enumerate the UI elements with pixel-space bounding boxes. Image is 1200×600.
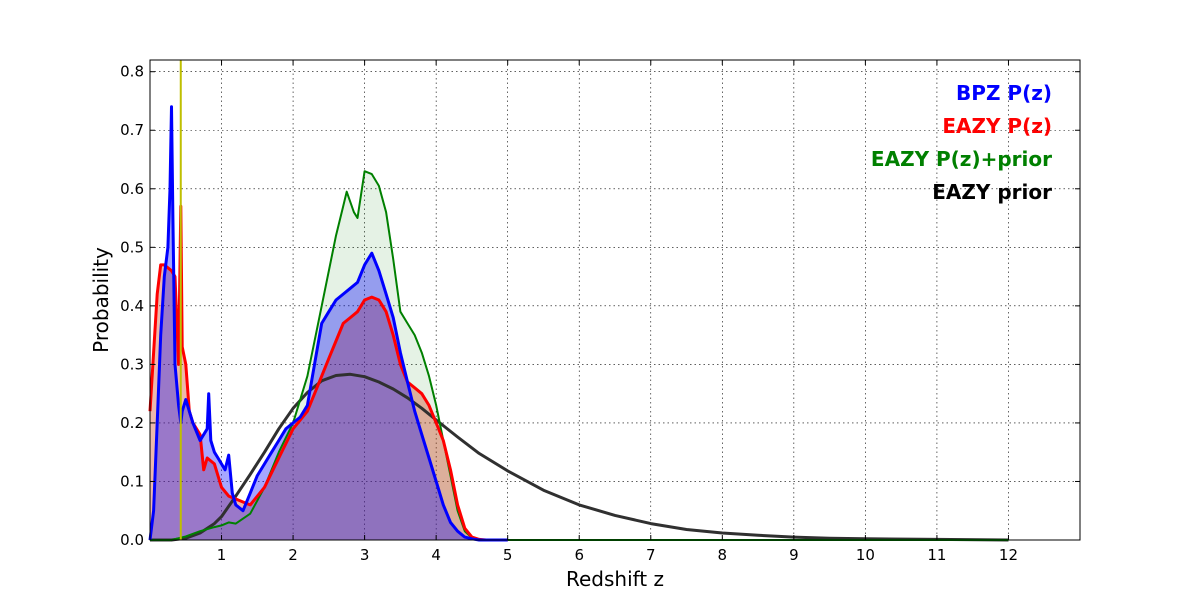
legend-label-eazy-prior-combined: EAZY P(z)+prior (871, 147, 1052, 171)
legend-label-bpz: BPZ P(z) (956, 81, 1052, 105)
x-tick-label: 1 (217, 546, 227, 564)
x-tick-label: 10 (856, 546, 875, 564)
y-tick-label: 0.7 (120, 121, 144, 139)
series-lines (148, 105, 1009, 542)
line-bpz-p-z (148, 105, 508, 542)
x-tick-label: 3 (360, 546, 370, 564)
x-tick-label: 9 (789, 546, 799, 564)
y-tick-label: 0.3 (120, 355, 144, 373)
axis-ticks (150, 60, 1080, 541)
x-tick-label: 2 (288, 546, 298, 564)
area-eazy-p-z (150, 206, 508, 541)
legend-label-eazy: EAZY P(z) (942, 114, 1052, 138)
x-tick-label: 6 (574, 546, 584, 564)
y-tick-label: 0.8 (120, 63, 144, 81)
tick-labels: 1 2 3 4 5 6 7 8 9 10 11 120.00.10.20.30.40.50.60.70… (120, 63, 1018, 564)
y-tick-label: 0.5 (120, 238, 144, 256)
y-tick-label: 0.1 (120, 472, 144, 490)
y-tick-label: 0.0 (120, 531, 144, 549)
plot-frame (149, 59, 1081, 541)
x-tick-label: 8 (718, 546, 728, 564)
area-bpz-p-z (150, 106, 508, 541)
y-tick-label: 0.2 (120, 414, 144, 432)
line-eazy-p-z (148, 204, 508, 542)
legend: BPZ P(z) EAZY P(z) EAZY P(z)+prior EAZY … (871, 81, 1052, 204)
x-axis-title: Redshift z (566, 567, 664, 591)
y-tick-label: 0.4 (120, 297, 144, 315)
x-tick-label: 11 (927, 546, 946, 564)
x-tick-label: 7 (646, 546, 656, 564)
y-tick-label: 0.6 (120, 180, 144, 198)
x-tick-label: 5 (503, 546, 513, 564)
legend-label-eazy-prior: EAZY prior (932, 180, 1052, 204)
x-tick-label: 12 (999, 546, 1018, 564)
y-axis-title: Probability (89, 247, 113, 353)
x-tick-label: 4 (431, 546, 441, 564)
